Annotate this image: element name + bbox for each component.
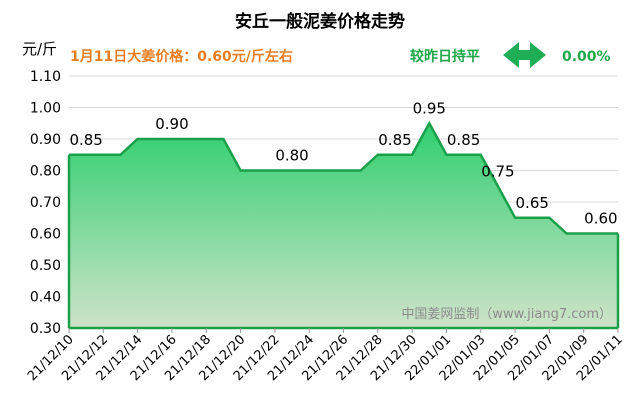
y-tick-label: 0.60 — [30, 227, 61, 243]
data-label: 0.85 — [378, 131, 411, 149]
data-label: 0.75 — [481, 162, 514, 180]
x-axis: 21/12/1021/12/1221/12/1421/12/1621/12/18… — [25, 328, 626, 384]
y-tick-label: 0.90 — [30, 132, 61, 148]
data-label: 0.95 — [413, 99, 446, 117]
y-tick-label: 0.40 — [30, 290, 61, 306]
watermark: 中国姜网监制（www.jiang7.com） — [401, 307, 612, 322]
price-info-text: 1月11日大姜价格：0.60元/斤左右 — [70, 48, 293, 65]
data-label: 0.85 — [447, 131, 480, 149]
double-arrow-icon — [503, 42, 546, 68]
y-axis: 0.30 0.40 0.50 0.60 0.70 0.80 0.90 1.00 1.10 — [30, 69, 61, 337]
y-tick-label: 1.10 — [30, 69, 61, 85]
series-area — [67, 120, 620, 330]
series-line — [69, 120, 618, 235]
y-tick-label: 0.30 — [30, 321, 61, 337]
chart-title: 安丘一般泥姜价格走势 — [235, 11, 405, 32]
y-tick-label: 0.80 — [30, 164, 61, 180]
area-fill — [69, 123, 618, 328]
y-unit-label: 元/斤 — [22, 40, 57, 58]
data-label: 0.85 — [69, 131, 102, 149]
data-label: 0.60 — [584, 210, 617, 228]
data-label: 0.65 — [516, 194, 549, 212]
y-tick-label: 1.00 — [30, 101, 61, 117]
data-labels: 0.850.900.800.850.950.850.750.650.60 — [69, 99, 617, 227]
y-tick-label: 0.50 — [30, 258, 61, 274]
data-label: 0.90 — [155, 115, 188, 133]
change-percent: 0.00% — [562, 49, 611, 65]
data-label: 0.80 — [275, 147, 308, 165]
y-tick-label: 0.70 — [30, 195, 61, 211]
compare-text: 较昨日持平 — [410, 48, 480, 65]
